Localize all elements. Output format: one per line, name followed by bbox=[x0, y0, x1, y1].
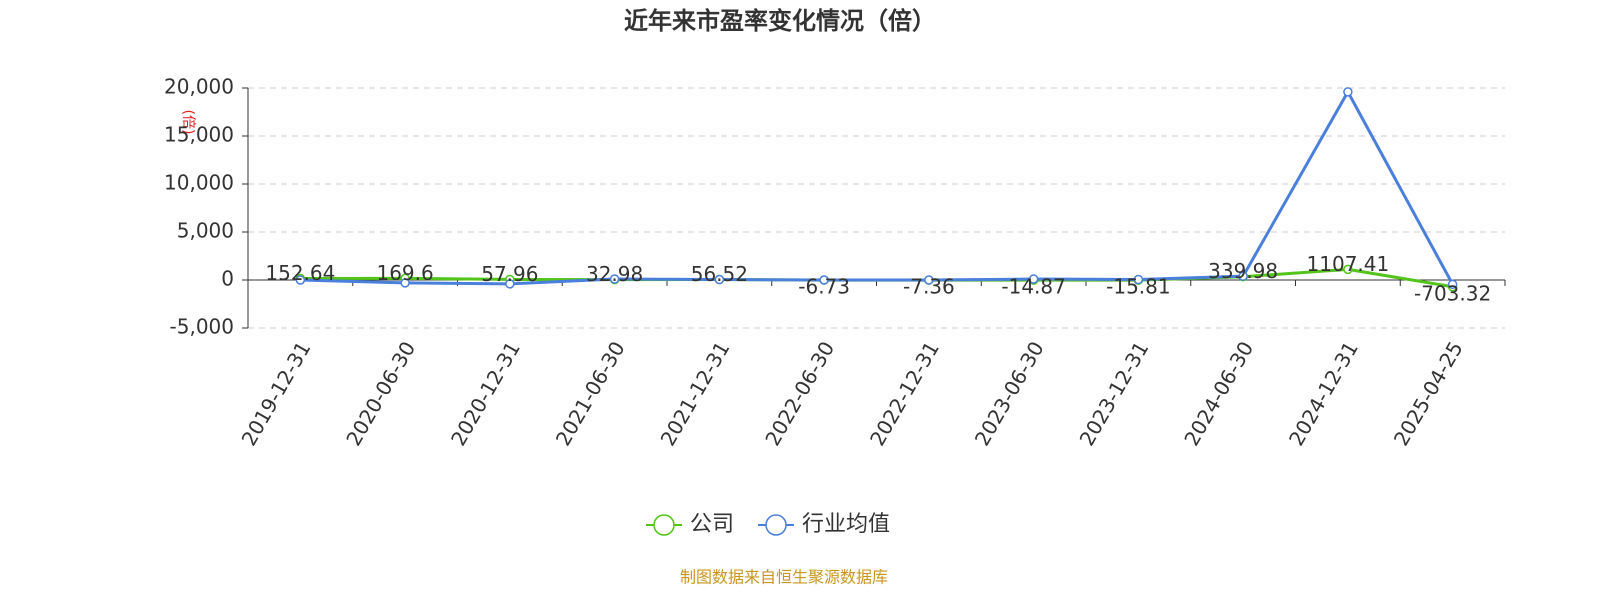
data-point bbox=[924, 275, 934, 285]
data-point bbox=[400, 278, 410, 288]
x-tick-label: 2024-06-30 bbox=[1179, 337, 1258, 450]
x-tick-label: 2022-06-30 bbox=[760, 337, 839, 450]
chart-title: 近年来市盈率变化情况（倍） bbox=[624, 7, 936, 35]
data-label: -14.87 bbox=[1001, 275, 1065, 299]
data-point bbox=[505, 279, 515, 289]
x-tick-label: 2023-12-31 bbox=[1075, 337, 1154, 450]
x-tick-label: 2024-12-31 bbox=[1284, 337, 1363, 450]
x-tick-label: 2021-06-30 bbox=[551, 337, 630, 450]
x-tick-label: 2020-12-31 bbox=[446, 337, 525, 450]
legend-item[interactable]: 行业均值 bbox=[758, 512, 890, 537]
x-tick-label: 2021-12-31 bbox=[656, 337, 735, 450]
data-label: 56.52 bbox=[691, 262, 748, 286]
legend-marker bbox=[765, 514, 787, 536]
data-label: -7.36 bbox=[903, 275, 955, 299]
data-point bbox=[1238, 271, 1248, 281]
data-label: -703.32 bbox=[1414, 281, 1491, 305]
y-tick-label: 5,000 bbox=[177, 219, 234, 243]
data-label: 32.98 bbox=[586, 262, 643, 286]
y-tick-label: -5,000 bbox=[170, 315, 234, 339]
data-point bbox=[1028, 274, 1039, 284]
data-point bbox=[1133, 274, 1144, 285]
legend-item[interactable]: 公司 bbox=[646, 512, 734, 537]
data-point bbox=[295, 275, 306, 285]
legend-marker bbox=[653, 514, 675, 536]
data-label: 169.6 bbox=[376, 261, 433, 285]
data-label: 152.64 bbox=[265, 261, 335, 285]
data-label: 1107.41 bbox=[1307, 252, 1390, 276]
data-point bbox=[1343, 264, 1353, 275]
data-point bbox=[714, 274, 725, 285]
data-label: -15.81 bbox=[1106, 275, 1170, 299]
y-tick-label: 20,000 bbox=[164, 75, 234, 99]
y-tick-label: 0 bbox=[221, 267, 234, 291]
data-point bbox=[819, 275, 829, 285]
legend-label: 行业均值 bbox=[802, 512, 890, 537]
y-tick-label: 10,000 bbox=[164, 171, 234, 195]
x-tick-label: 2022-12-31 bbox=[865, 337, 944, 450]
source-note: 制图数据来自恒生聚源数据库 bbox=[680, 568, 888, 587]
data-label: 339.98 bbox=[1208, 259, 1278, 283]
data-label: -6.73 bbox=[798, 275, 850, 299]
data-label: 57.96 bbox=[481, 262, 538, 286]
x-tick-label: 2023-06-30 bbox=[970, 337, 1049, 450]
series-line bbox=[300, 88, 1454, 286]
y-axis-label: (倍) bbox=[180, 110, 196, 135]
x-tick-label: 2025-04-25 bbox=[1389, 337, 1468, 450]
x-tick-label: 2019-12-31 bbox=[237, 337, 316, 450]
y-tick-label: 15,000 bbox=[164, 123, 234, 147]
x-tick-label: 2020-06-30 bbox=[341, 337, 420, 450]
data-point bbox=[1343, 87, 1353, 97]
data-point bbox=[609, 274, 620, 284]
data-point bbox=[1447, 279, 1458, 290]
legend-label: 公司 bbox=[690, 512, 734, 537]
